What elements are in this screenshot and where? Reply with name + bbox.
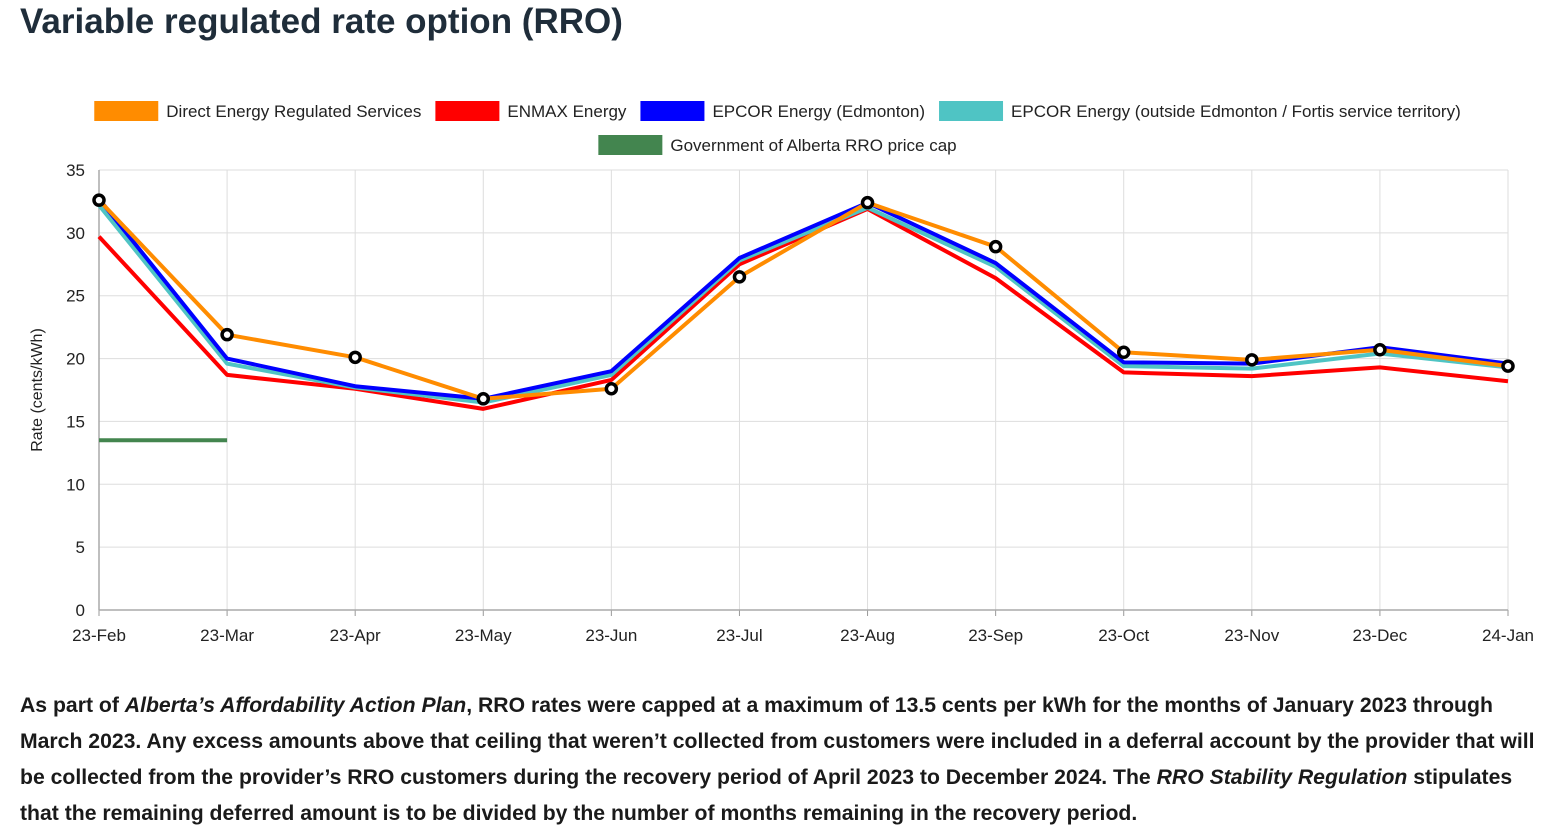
description-italic-text: Alberta’s Affordability Action Plan [124, 694, 467, 717]
data-point-marker[interactable] [1116, 345, 1131, 360]
data-point-marker[interactable] [604, 381, 619, 396]
legend-swatch[interactable] [640, 101, 705, 121]
y-tick-label: 35 [66, 161, 85, 180]
data-point-marker[interactable] [476, 392, 491, 406]
series-line[interactable] [97, 206, 1509, 411]
x-tick-label: 23-Jul [716, 626, 762, 645]
description-text: As part of [20, 694, 125, 717]
chart-markers [92, 193, 1515, 406]
legend-label: Government of Alberta RRO price cap [670, 136, 956, 155]
series-line[interactable] [97, 197, 1509, 401]
data-point-marker[interactable] [860, 195, 875, 210]
legend-swatch[interactable] [435, 101, 500, 121]
y-tick-label: 5 [76, 538, 85, 557]
x-tick-label: 23-Dec [1353, 626, 1408, 645]
x-tick-label: 23-Feb [72, 626, 126, 645]
y-tick-label: 25 [66, 287, 85, 306]
data-point-marker[interactable] [988, 239, 1003, 254]
rro-line-chart: Direct Energy Regulated Services ENMAX En… [29, 101, 1534, 645]
data-point-marker[interactable] [1373, 343, 1387, 357]
description-text: , RRO rates were capped at a maximum of … [20, 694, 1535, 789]
description-italic-text: RRO Stability Regulation [1156, 766, 1408, 789]
data-point-marker[interactable] [732, 270, 747, 284]
chart-axes: 0 5 10 15 20 25 30 35 23-Feb 23-Mar 23-Apr 23-May 23… [29, 161, 1534, 645]
x-tick-label: 23-Sep [968, 626, 1023, 645]
x-tick-label: 23-May [455, 626, 512, 645]
x-tick-label: 23-Jun [585, 626, 637, 645]
legend-swatch[interactable] [598, 135, 663, 155]
legend-label: EPCOR Energy (Edmonton) [712, 102, 925, 121]
x-tick-label: 23-Aug [840, 626, 895, 645]
data-point-marker[interactable] [92, 193, 106, 207]
page-title: Variable regulated rate option (RRO) [20, 2, 623, 41]
series-line[interactable] [97, 198, 1509, 401]
x-tick-label: 24-Jan [1482, 626, 1534, 645]
data-point-marker[interactable] [220, 327, 234, 342]
x-tick-label: 23-Nov [1224, 626, 1279, 645]
legend-label: Direct Energy Regulated Services [166, 102, 421, 121]
y-tick-label: 20 [66, 350, 85, 369]
legend-swatch[interactable] [94, 101, 159, 121]
y-tick-label: 0 [76, 601, 85, 620]
data-point-marker[interactable] [1245, 353, 1259, 367]
legend-swatch[interactable] [939, 101, 1004, 121]
data-point-marker[interactable] [348, 350, 362, 365]
x-tick-label: 23-Mar [200, 626, 254, 645]
legend-label: EPCOR Energy (outside Edmonton / Fortis … [1011, 102, 1461, 121]
chart-series [97, 197, 1509, 443]
data-point-marker[interactable] [1501, 359, 1515, 373]
chart-legend: Direct Energy Regulated Services ENMAX En… [94, 101, 1461, 155]
description-text: stipulates that the remaining deferred a… [20, 766, 1513, 825]
y-tick-label: 10 [66, 475, 85, 494]
legend-label: ENMAX Energy [507, 102, 627, 121]
y-tick-label: 30 [66, 224, 85, 243]
x-tick-label: 23-Oct [1098, 626, 1149, 645]
description-paragraph: As part of Alberta’s Affordability Actio… [20, 688, 1540, 832]
y-axis-title: Rate (cents/kWh) [29, 328, 46, 452]
x-tick-label: 23-Apr [330, 626, 381, 645]
y-tick-label: 15 [66, 412, 85, 431]
